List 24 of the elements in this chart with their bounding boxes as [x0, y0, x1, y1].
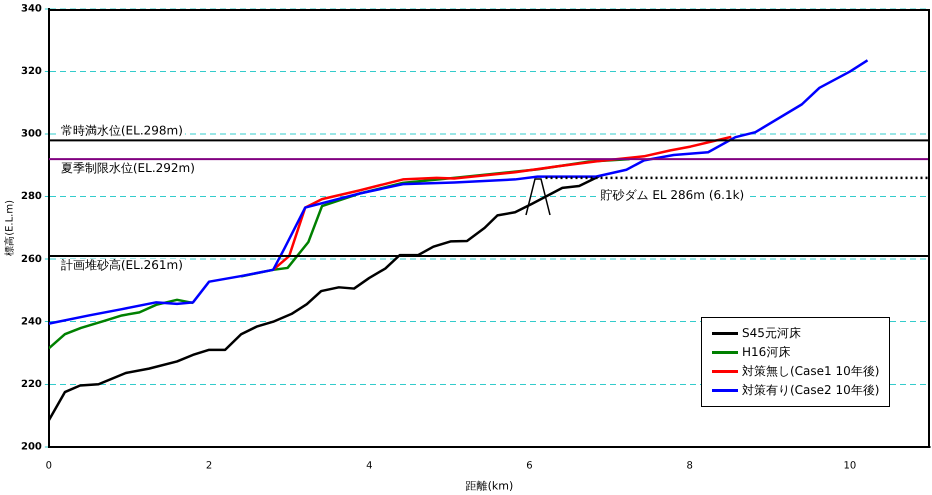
legend-label: S45元河床 [742, 324, 801, 342]
x-tick-label: 4 [366, 460, 372, 472]
y-tick-label: 220 [21, 378, 42, 390]
legend-label: 対策無し(Case1 10年後) [742, 362, 880, 380]
x-tick-label: 0 [46, 460, 52, 472]
y-tick-label: 200 [21, 441, 42, 452]
legend-label: 対策有り(Case2 10年後) [742, 382, 880, 399]
ref-line-label: 常時満水位(EL.298m) [60, 123, 183, 138]
ref-line-label: 計画堆砂高(EL.261m) [60, 258, 183, 272]
x-tick-label: 6 [526, 460, 533, 472]
y-tick-label: 240 [21, 316, 42, 328]
x-tick-label: 2 [206, 460, 212, 472]
y-tick-label: 260 [21, 254, 42, 265]
y-tick-label: 280 [21, 191, 42, 202]
ref-line-label: 夏季制限水位(EL.292m) [60, 161, 195, 176]
y-tick-label: 320 [21, 66, 42, 78]
x-tick-label: 10 [844, 460, 856, 472]
y-tick-label: 340 [21, 4, 42, 15]
y-axis-title: 標高(E.L.m) [4, 200, 16, 256]
annotation: 貯砂ダム EL 286m (6.1k) [600, 188, 744, 202]
x-tick-label: 8 [686, 460, 693, 472]
x-axis-title: 距離(km) [466, 479, 514, 492]
legend-label: H16河床 [742, 344, 790, 361]
y-tick-label: 300 [21, 128, 42, 140]
